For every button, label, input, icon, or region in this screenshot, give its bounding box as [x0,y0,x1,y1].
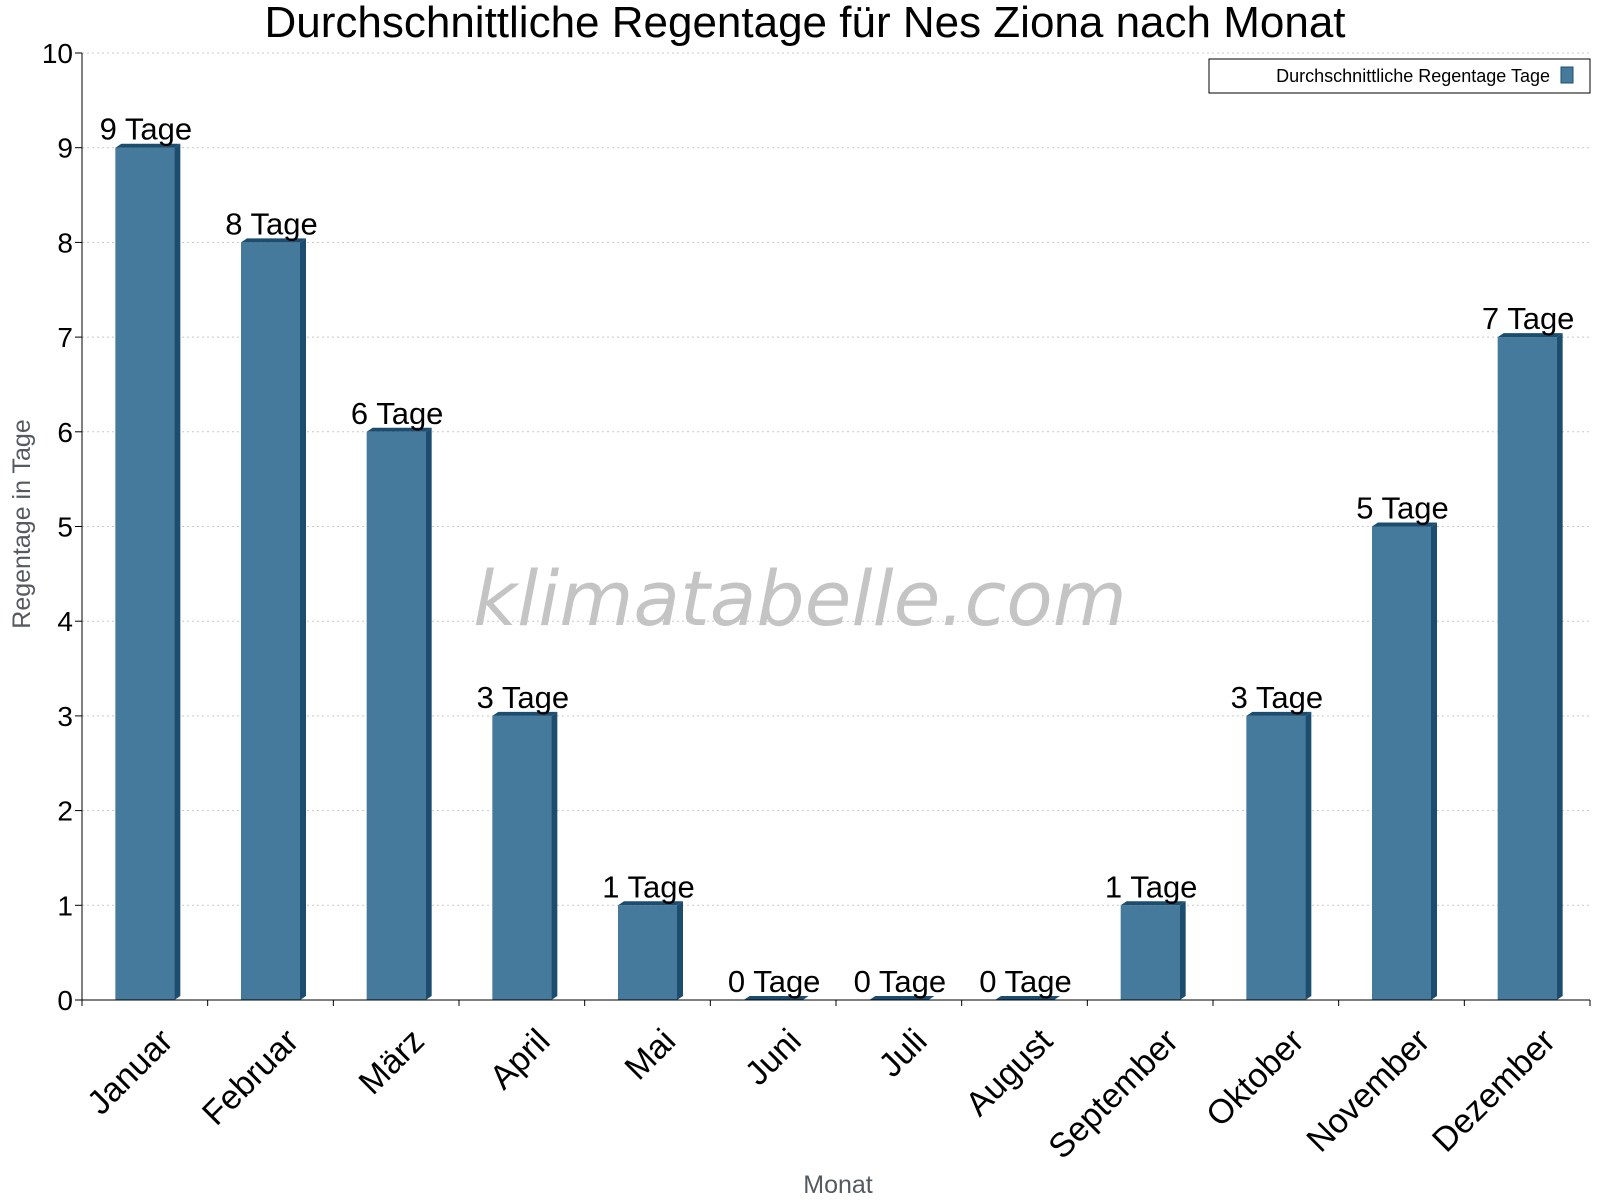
grid-lines [82,52,1590,1001]
bar-side [1305,711,1312,1000]
bar-side [300,238,306,1000]
y-axis-ticks: 0 1 2 3 4 5 6 7 8 9 10 [42,38,82,1016]
data-label: 3 Tage [477,680,570,715]
bar-april [492,715,552,1000]
x-tick-label: Juni [738,1022,809,1093]
bar-side [1556,333,1563,1001]
legend-swatch [1560,66,1574,84]
data-label: 3 Tage [1231,680,1324,715]
x-axis-label: Monat [803,1171,873,1199]
bar-september [1120,905,1180,1000]
bar-top [743,996,809,1000]
bar-mai [618,905,677,1000]
bar-side [551,711,558,1000]
watermark: klimatabelle.com [473,554,1127,643]
bar-oktober [1246,715,1306,1000]
bar-top [1497,333,1563,338]
data-label: 1 Tage [1105,869,1198,904]
data-label: 7 Tage [1482,301,1575,336]
bar-januar [115,147,175,1000]
data-label: 0 Tage [979,964,1072,999]
y-tick-label: 2 [57,796,73,827]
data-label: 0 Tage [854,964,947,999]
bar-top [869,996,935,1000]
bars-group: 9 Tage 8 Tage 6 Tage 3 Tage 1 Tage 0 Tage 0 Ta… [100,112,1575,1001]
bar-side [1179,901,1186,1000]
y-tick-label: 4 [57,606,73,637]
bar-top [241,238,306,243]
x-tick-label: September [1041,1022,1185,1166]
bar-top [115,143,181,148]
data-label: 6 Tage [351,396,444,431]
y-tick-label: 1 [57,890,73,921]
x-tick-label: Dezember [1425,1022,1563,1160]
x-tick-label: Mai [618,1022,684,1088]
x-tick-label: Juli [872,1022,935,1085]
data-label: 0 Tage [728,964,821,999]
data-label: 1 Tage [602,869,695,904]
bar-februar [241,242,300,1000]
legend-label: Durchschnittliche Regentage Tage [1276,66,1550,86]
bar-top [995,996,1060,1000]
legend: Durchschnittliche Regentage Tage [1208,58,1591,94]
bar-side [174,143,181,1000]
bar-november [1372,526,1431,1000]
chart-title: Durchschnittliche Regentage für Nes Zion… [264,0,1345,47]
y-tick-label: 5 [57,512,73,543]
bar-side [677,901,683,1000]
x-tick-label: März [351,1022,431,1102]
bar-top [618,901,683,906]
data-label: 5 Tage [1356,491,1449,526]
y-tick-label: 0 [57,985,73,1016]
y-tick-label: 6 [57,417,73,448]
y-axis-label: Regentage in Tage [8,419,36,628]
y-tick-label: 9 [57,133,73,164]
data-label: 9 Tage [100,112,193,147]
x-tick-label: August [958,1021,1060,1123]
bar-side [425,427,432,1000]
y-tick-label: 8 [57,227,73,258]
bar-top [1120,901,1186,906]
x-axis-ticks: Januar Februar März April Mai Juni Juli AugustS… [80,1000,1591,1166]
x-tick-label: Oktober [1199,1022,1311,1134]
y-tick-label: 3 [57,701,73,732]
data-label: 8 Tage [225,206,318,241]
y-tick-label: 7 [57,322,73,353]
bar-top [366,427,432,432]
legend-box [1208,58,1591,94]
x-tick-label: April [482,1022,557,1097]
x-tick-label: Februar [195,1022,306,1133]
y-tick-label: 10 [42,38,73,69]
bar-top [492,711,558,716]
bar-top [1372,522,1437,527]
x-tick-label: Januar [80,1022,180,1122]
bar-dezember [1497,337,1557,1001]
bar-side [1431,522,1437,1000]
x-tick-label: November [1299,1022,1437,1160]
bar-top [1246,711,1312,716]
bar-märz [366,431,426,1000]
